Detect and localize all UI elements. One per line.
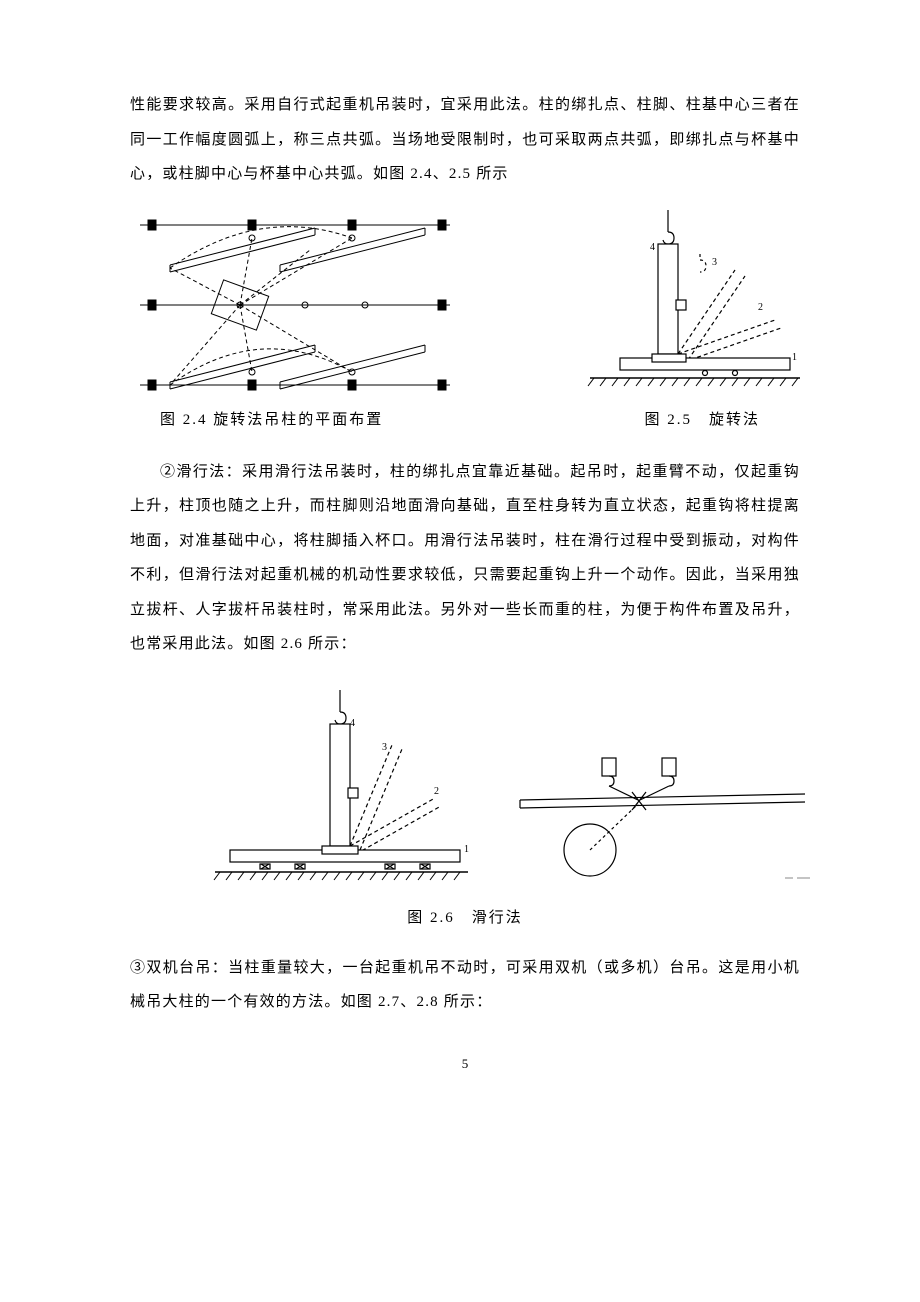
document-page: 性能要求较高。采用自行式起重机吊装时，宜采用此法。柱的绑扎点、柱脚、柱基中心三者… <box>0 0 920 1112</box>
caption-2-5: 图 2.5 旋转法 <box>644 408 760 429</box>
svg-text:1: 1 <box>792 352 797 363</box>
caption-row-24-25: 图 2.4 旋转法吊柱的平面布置 图 2.5 旋转法 <box>130 408 800 429</box>
figure-2-6-left: 4 3 2 1 <box>210 690 500 890</box>
figure-row-26: 4 3 2 1 <box>130 690 800 890</box>
svg-text:3: 3 <box>712 257 717 268</box>
figure-2-4 <box>130 210 460 400</box>
svg-text:3: 3 <box>382 742 387 753</box>
caption-2-6: 图 2.6 滑行法 <box>130 906 800 927</box>
svg-text:4: 4 <box>650 242 655 253</box>
figure-2-5: 4 3 2 <box>560 210 800 400</box>
figure-row-24-25: 4 3 2 <box>130 210 800 400</box>
page-number: 5 <box>130 1056 800 1072</box>
paragraph-1: 性能要求较高。采用自行式起重机吊装时，宜采用此法。柱的绑扎点、柱脚、柱基中心三者… <box>130 88 800 192</box>
paragraph-2: ②滑行法：采用滑行法吊装时，柱的绑扎点宜靠近基础。起吊时，起重臂不动，仅起重钩上… <box>130 455 800 662</box>
svg-text:2: 2 <box>434 786 439 797</box>
caption-2-4: 图 2.4 旋转法吊柱的平面布置 <box>160 408 383 429</box>
svg-text:1: 1 <box>464 844 469 855</box>
svg-text:2: 2 <box>758 302 763 313</box>
paragraph-3: ③双机台吊：当柱重量较大，一台起重机吊不动时，可采用双机（或多机）台吊。这是用小… <box>130 951 800 1020</box>
figure-2-6-right <box>510 750 810 890</box>
svg-text:4: 4 <box>350 718 355 729</box>
